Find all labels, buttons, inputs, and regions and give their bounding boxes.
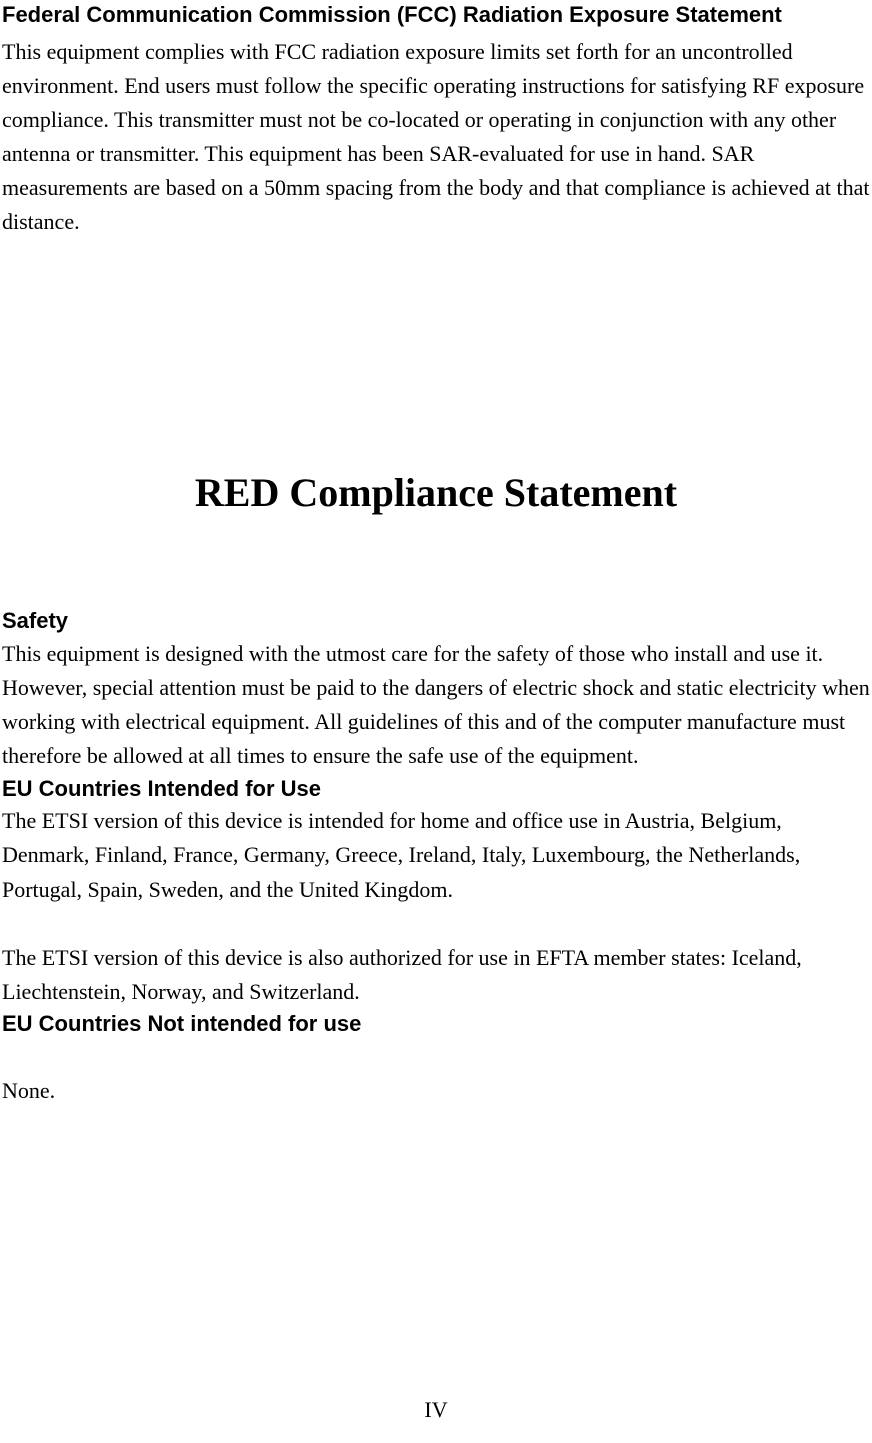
page-number: IV — [0, 1397, 872, 1423]
paragraph-spacer — [2, 1040, 870, 1074]
safety-body: This equipment is designed with the utmo… — [2, 637, 870, 773]
page-content: Federal Communication Commission (FCC) R… — [0, 0, 872, 1108]
fcc-body: This equipment complies with FCC radiati… — [2, 35, 870, 240]
fcc-heading: Federal Communication Commission (FCC) R… — [2, 0, 870, 31]
safety-heading: Safety — [2, 606, 870, 637]
paragraph-spacer — [2, 907, 870, 941]
eu-intended-body1: The ETSI version of this device is inten… — [2, 804, 870, 906]
red-title: RED Compliance Statement — [2, 469, 870, 516]
eu-intended-heading: EU Countries Intended for Use — [2, 774, 870, 805]
eu-not-intended-body: None. — [2, 1074, 870, 1108]
eu-not-intended-heading: EU Countries Not intended for use — [2, 1009, 870, 1040]
eu-intended-body2: The ETSI version of this device is also … — [2, 941, 870, 1009]
